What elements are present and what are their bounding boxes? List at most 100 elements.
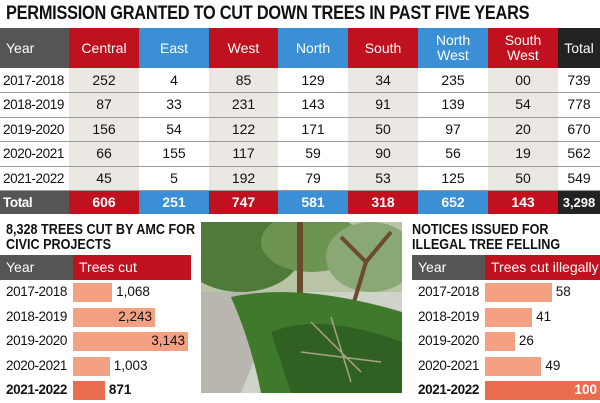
column-header: Central <box>69 28 139 68</box>
column-header: Total <box>558 28 600 68</box>
column-header-line: West <box>507 47 539 63</box>
data-label: 1,003 <box>113 357 148 373</box>
table-cell: 117 <box>209 141 278 167</box>
illegal-chart-title: NOTICES ISSUED FOR ILLEGAL TREE FELLING <box>412 222 560 252</box>
bar <box>73 332 188 351</box>
table-cell: 192 <box>209 166 278 191</box>
column-header: North West <box>418 28 488 68</box>
bar <box>485 381 600 400</box>
data-label: 58 <box>555 284 571 299</box>
table-cell: 85 <box>209 68 278 93</box>
table-cell: 54 <box>139 117 209 142</box>
data-label: 100 <box>574 382 597 397</box>
civic-chart-title-line-2: CIVIC PROJECTS <box>6 236 112 253</box>
category-label: 2018-2019 <box>418 308 479 324</box>
permissions-table: Year Central East West North South North West So… <box>0 28 600 214</box>
data-label: 871 <box>108 382 132 397</box>
table-cell: 20 <box>488 117 558 142</box>
data-label: 41 <box>536 308 552 324</box>
civic-value-header: Trees cut <box>73 255 191 280</box>
total-cell: Total <box>0 190 69 214</box>
category-label: 2019-2020 <box>418 333 479 348</box>
bar-row: 2018-2019 41 <box>412 305 600 330</box>
bar-row: 2018-2019 2,243 <box>0 305 198 330</box>
table-cell: 45 <box>69 166 139 191</box>
table-row: 2017-2018 252 4 85 129 34 235 00 739 <box>0 68 600 93</box>
table-cell: 91 <box>348 92 418 118</box>
column-header-line: South <box>504 32 542 48</box>
category-label: 2021-2022 <box>418 382 479 397</box>
table-cell: 50 <box>348 117 418 142</box>
illegal-chart-title-line-2: ILLEGAL TREE FELLING <box>412 236 561 253</box>
table-cell: 33 <box>139 92 209 118</box>
table-cell: 2021-2022 <box>0 166 69 191</box>
table-cell: 2017-2018 <box>0 68 69 93</box>
column-header: East <box>139 28 209 68</box>
bar-row: 2017-2018 1,068 <box>0 280 198 305</box>
column-header-line: West <box>437 47 469 63</box>
column-header: North <box>278 28 348 68</box>
total-cell: 652 <box>418 190 488 214</box>
bar <box>485 332 515 351</box>
column-header: Year <box>0 28 69 68</box>
table-cell: 2018-2019 <box>0 92 69 118</box>
column-header: West <box>209 28 278 68</box>
bar-row: 2020-2021 49 <box>412 354 600 379</box>
table-cell: 156 <box>69 117 139 142</box>
bar-row: 2017-2018 58 <box>412 280 600 305</box>
category-label: 2021-2022 <box>6 382 67 397</box>
bar-row: 2019-2020 3,143 <box>0 329 198 354</box>
table-cell: 171 <box>278 117 348 142</box>
total-cell: 606 <box>69 190 139 214</box>
total-cell: 318 <box>348 190 418 214</box>
bar <box>73 356 110 376</box>
civic-chart-title-line-1: 8,328 TREES CUT BY AMC FOR <box>6 221 196 238</box>
table-cell: 231 <box>209 92 278 118</box>
table-cell: 549 <box>558 166 600 191</box>
table-cell: 5 <box>139 166 209 191</box>
table-cell: 34 <box>348 68 418 93</box>
table-cell: 670 <box>558 117 600 142</box>
table-row: 2018-2019 87 33 231 143 91 139 54 778 <box>0 92 600 118</box>
illegal-chart-title-line-1: NOTICES ISSUED FOR <box>412 221 549 238</box>
table-cell: 4 <box>139 68 209 93</box>
table-cell: 66 <box>69 141 139 167</box>
table-cell: 19 <box>488 141 558 167</box>
table-row: 2021-2022 45 5 192 79 53 125 50 549 <box>0 166 600 191</box>
bar <box>485 307 533 327</box>
felled-trees-photo <box>201 222 402 393</box>
bar <box>485 283 552 302</box>
data-label: 1,068 <box>116 284 150 299</box>
table-cell: 252 <box>69 68 139 93</box>
table-cell: 562 <box>558 141 600 167</box>
data-label: 26 <box>518 333 534 348</box>
table-cell: 79 <box>278 166 348 191</box>
illegal-value-header: Trees cut illegally <box>485 255 600 280</box>
illegal-year-header: Year <box>412 255 485 280</box>
table-cell: 235 <box>418 68 488 93</box>
bar-row: 2019-2020 26 <box>412 329 600 354</box>
table-cell: 155 <box>139 141 209 167</box>
bar-row: 2021-2022 100 <box>412 378 600 403</box>
data-label: 49 <box>545 357 561 373</box>
table-cell: 143 <box>278 92 348 118</box>
column-header-line: North <box>435 32 471 48</box>
table-cell: 00 <box>488 68 558 93</box>
category-label: 2017-2018 <box>6 284 67 299</box>
bar <box>73 283 113 302</box>
table-cell: 54 <box>488 92 558 118</box>
total-cell: 747 <box>209 190 278 214</box>
table-cell: 778 <box>558 92 600 118</box>
table-cell: 129 <box>278 68 348 93</box>
column-header: South <box>348 28 418 68</box>
total-cell: 251 <box>139 190 209 214</box>
table-cell: 97 <box>418 117 488 142</box>
bar <box>73 307 156 327</box>
table-cell: 53 <box>348 166 418 191</box>
table-cell: 139 <box>418 92 488 118</box>
table-cell: 739 <box>558 68 600 93</box>
category-label: 2018-2019 <box>6 308 67 324</box>
category-label: 2017-2018 <box>418 284 479 299</box>
table-cell: 56 <box>418 141 488 167</box>
bar-row: 2020-2021 1,003 <box>0 354 198 379</box>
